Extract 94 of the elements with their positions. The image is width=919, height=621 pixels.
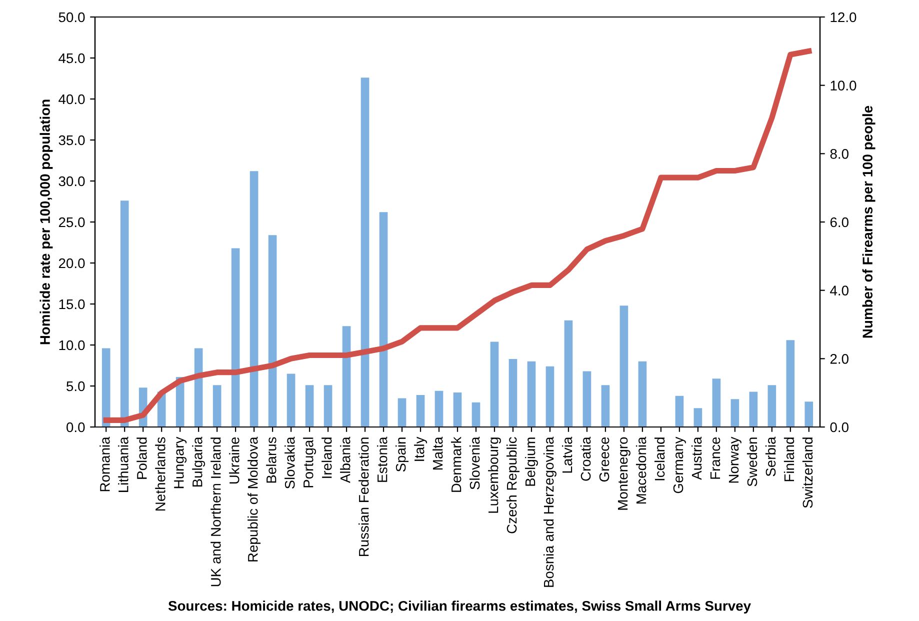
bar [730, 399, 740, 427]
bar [379, 212, 388, 427]
bar [286, 374, 296, 427]
x-tick-label: France [710, 437, 720, 479]
source-note: Sources: Homicide rates, UNODC; Civilian firearms estimates, Swiss Small Arms Survey [168, 600, 751, 614]
x-tick-label: Montenegro [618, 437, 630, 510]
x-tick-label: Norway [728, 436, 742, 483]
x-tick-label: Bosnia and Herzegovina [544, 436, 556, 587]
bar [120, 200, 129, 427]
bar [268, 235, 277, 427]
bar [250, 171, 258, 427]
y-tick-label: 30.0 [58, 176, 85, 186]
x-tick-label: Lithuania [118, 436, 128, 492]
y-tick-label: 5.0 [66, 381, 85, 392]
y-tick-label: 10.0 [59, 340, 85, 350]
bar [434, 390, 444, 427]
x-tick-label: Denmark [451, 436, 462, 492]
bar [712, 378, 721, 427]
y2-tick-label: 4.0 [830, 286, 848, 296]
bar [231, 248, 240, 427]
y-axis-title: Homicide rate per 100,000 population [40, 100, 53, 344]
bar [102, 348, 110, 427]
bar [472, 402, 480, 427]
y2-tick-label: 6.0 [830, 217, 848, 228]
x-tick-label: Belgium [525, 438, 538, 486]
y-tick-label: 15.0 [59, 299, 85, 310]
y-tick-label: 20.0 [58, 258, 85, 268]
y2-tick-label: 0.0 [830, 422, 848, 432]
bar [582, 371, 592, 427]
bar [527, 361, 536, 427]
y-tick-label: 40.0 [58, 94, 85, 104]
bar [694, 408, 702, 427]
x-tick-label: Hungary [174, 436, 187, 488]
x-tick-label: Spain [396, 438, 408, 472]
x-tick-label: UK and Northern Ireland [210, 438, 221, 586]
x-tick-label: Malta [432, 436, 443, 470]
y2-tick-label: 8.0 [830, 149, 848, 159]
x-tick-label: Slovakia [284, 436, 295, 489]
x-tick-label: Belarus [266, 437, 276, 483]
x-tick-label: Austria [691, 436, 702, 480]
bar [786, 340, 795, 427]
bar [768, 385, 776, 427]
x-tick-label: Iceland [654, 438, 665, 480]
x-tick-label: Croatia [580, 436, 591, 481]
bar [638, 361, 647, 427]
bar [416, 395, 425, 427]
bar [675, 396, 684, 427]
bar [749, 392, 758, 427]
bar [564, 320, 573, 427]
x-tick-label: Macedonia [636, 436, 646, 504]
x-tick-label: Sweden [746, 438, 758, 486]
bar [490, 342, 499, 427]
bar [620, 306, 628, 427]
x-tick-label: Romania [100, 436, 110, 492]
bar [212, 385, 222, 427]
bar [601, 385, 610, 427]
bar [453, 392, 462, 427]
x-tick-label: Serbia [765, 436, 776, 476]
x-tick-label: Estonia [377, 436, 388, 482]
x-tick-label: Switzerland [802, 438, 813, 508]
y-tick-label: 25.0 [58, 217, 85, 228]
x-tick-label: Greece [599, 437, 610, 482]
bar [342, 326, 351, 427]
x-tick-label: Germany [673, 436, 686, 494]
y-tick-label: 35.0 [58, 135, 85, 146]
x-tick-label: Republic of Moldova [248, 436, 261, 562]
x-tick-label: Luxembourg [488, 438, 501, 513]
y2-tick-label: 10.0 [830, 80, 856, 91]
x-tick-label: Russian Federation [358, 438, 369, 556]
y2-tick-label: 12.0 [830, 12, 856, 22]
x-tick-label: Bulgaria [192, 436, 206, 487]
x-tick-label: Italy [414, 436, 427, 461]
y-tick-label: 0.0 [66, 422, 85, 432]
x-tick-label: Netherlands [155, 437, 166, 510]
bar [508, 358, 518, 427]
x-tick-label: Latvia [562, 436, 572, 473]
x-tick-label: Czech Republic [506, 437, 520, 534]
y-tick-label: 50.0 [58, 12, 85, 22]
bar [546, 366, 554, 427]
bar [804, 402, 814, 427]
x-tick-label: Albania [340, 436, 350, 484]
bar [305, 385, 314, 427]
x-tick-label: Ireland [322, 438, 332, 478]
bar [398, 398, 406, 427]
y-tick-label: 45.0 [58, 53, 85, 64]
bar [324, 385, 332, 427]
x-tick-label: Slovenia [470, 436, 480, 490]
x-tick-label: Portugal [303, 438, 316, 488]
y2-axis-title: Number of Firearms per 100 people [862, 106, 876, 338]
y2-tick-label: 2.0 [830, 354, 848, 364]
x-tick-label: Poland [136, 438, 147, 479]
bar [360, 78, 370, 427]
x-tick-label: Finland [784, 438, 794, 482]
x-tick-label: Ukraine [229, 437, 240, 484]
